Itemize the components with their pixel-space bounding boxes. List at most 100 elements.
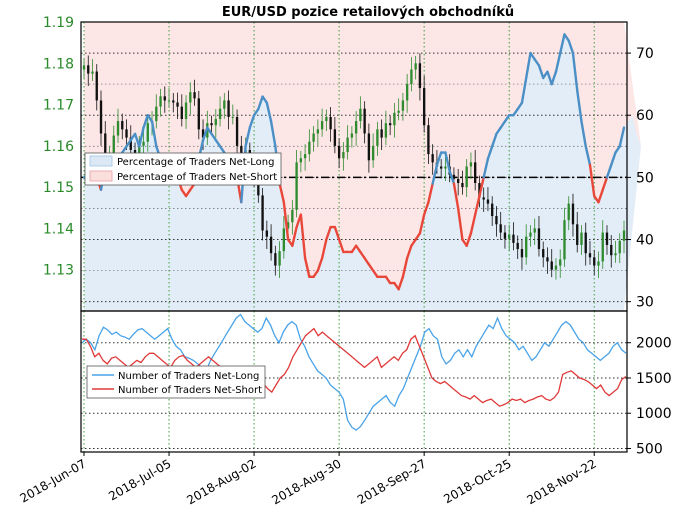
pct-line-segment: [359, 250, 366, 260]
chart-title: EUR/USD pozice retailových obchodníků: [222, 5, 514, 20]
pct-line-segment: [316, 256, 324, 272]
pct-line-segment: [337, 238, 345, 254]
candle-body: [129, 137, 132, 150]
candle-body: [337, 145, 341, 159]
candle-body: [121, 121, 124, 130]
candle-body: [172, 100, 175, 103]
line-num-net-short: [82, 327, 627, 407]
pct-line-segment: [435, 151, 443, 167]
pct-line-segment: [303, 256, 311, 279]
left-tick-label: 1.16: [43, 139, 74, 155]
candle-body: [491, 203, 494, 217]
legend-swatch-net-short: [89, 170, 113, 182]
pct-line-segment: [444, 151, 451, 173]
candle-body: [457, 178, 460, 184]
fill-net-long: [84, 34, 642, 311]
pct-line-segment: [405, 244, 413, 260]
pct-line-segment: [418, 213, 426, 235]
candle-body: [384, 123, 388, 138]
pct-line-segment: [576, 89, 583, 123]
pct-line-segment: [490, 132, 498, 148]
candle-body: [286, 222, 290, 229]
pct-line-segment: [201, 126, 209, 142]
pct-line-segment: [282, 201, 290, 241]
candle-body: [474, 162, 477, 184]
candle-body: [380, 129, 383, 138]
pct-line-segment: [605, 163, 613, 179]
pct-line-segment: [482, 157, 490, 179]
pct-line-segment: [150, 120, 158, 148]
candle-body: [291, 209, 294, 223]
candle-body: [444, 166, 447, 169]
right-tick-label: 70: [636, 46, 654, 62]
legend-label-num-long: Number of Traders Net-Long: [118, 371, 259, 382]
candle-body: [325, 116, 328, 122]
x-tick-label: 2018-Aug-02: [184, 456, 258, 507]
candle-body: [176, 102, 179, 107]
candle-body: [563, 220, 566, 260]
candle-body: [486, 199, 490, 204]
candle-body: [295, 162, 298, 210]
candle-body: [593, 257, 596, 266]
pct-lines: [82, 33, 626, 291]
pct-line-segment: [142, 114, 149, 129]
candle-body: [431, 154, 434, 163]
pct-line-segment: [261, 95, 269, 104]
x-tick-label: 2018-Jun-07: [18, 456, 89, 505]
pct-line-segment: [121, 145, 128, 154]
candle-body: [282, 228, 286, 252]
candle-body: [465, 166, 468, 188]
candle-body: [605, 232, 609, 245]
candle-body: [146, 123, 149, 142]
pct-line-segment: [469, 213, 477, 235]
pct-line-segment: [320, 238, 328, 260]
candle-body: [87, 65, 90, 74]
candle-body: [240, 145, 243, 155]
candle-body: [503, 232, 507, 239]
candle-body: [376, 129, 379, 146]
pct-line-segment: [325, 225, 332, 241]
pct-line-segment: [312, 269, 320, 279]
pct-line-segment: [503, 114, 511, 123]
candle-body: [584, 232, 587, 254]
pct-line-segment: [218, 145, 226, 154]
candle-body: [571, 203, 575, 225]
pct-line-segment: [431, 163, 439, 185]
pct-line-segment: [546, 70, 553, 86]
pct-line-segment: [533, 58, 541, 67]
pct-line-segment: [456, 207, 464, 241]
left-tick-label: 1.19: [43, 15, 74, 31]
pct-line-segment: [499, 120, 507, 129]
candle-body: [363, 108, 366, 134]
pct-line-segment: [299, 213, 307, 260]
pct-line-segment: [563, 33, 570, 42]
pct-line-segment: [206, 126, 213, 136]
pct-fill-areas: [84, 22, 642, 311]
pct-line-segment: [252, 107, 260, 117]
candle-body: [308, 141, 311, 155]
pct-line-segment: [291, 225, 298, 247]
pct-line-segment: [410, 238, 417, 247]
candle-body: [133, 149, 137, 155]
candle-body: [91, 71, 94, 74]
pct-line-segment: [588, 163, 596, 198]
pct-line-segment: [554, 51, 562, 73]
pct-line-segment: [452, 182, 460, 210]
fill-net-short: [84, 22, 642, 290]
candle-body: [214, 119, 217, 126]
candle-body: [622, 230, 626, 241]
pct-line-segment: [537, 64, 545, 80]
x-tick-label: 2018-Sep-27: [355, 456, 429, 507]
pct-line-segment: [397, 275, 405, 291]
right-tick-label: 50: [636, 170, 654, 186]
pct-line-segment: [278, 182, 286, 204]
legend-label-net-short: Percentage of Traders Net-Short: [117, 172, 277, 183]
legend-swatch-net-long: [89, 155, 113, 167]
candle-body: [439, 166, 443, 169]
pct-line-segment: [422, 201, 430, 216]
candle-body: [235, 116, 239, 146]
right-tick-label-bottom: 500: [636, 441, 663, 457]
right-axis-ticks-bottom: 500 1000 1500 2000: [627, 336, 672, 457]
candle-body: [546, 257, 549, 262]
pct-line-segment: [618, 126, 626, 148]
